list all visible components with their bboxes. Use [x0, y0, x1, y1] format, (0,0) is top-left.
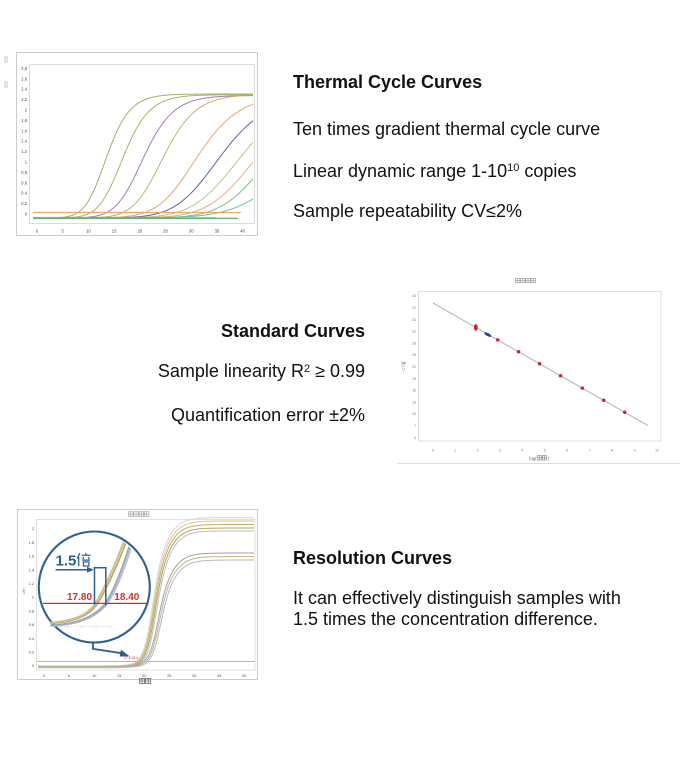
svg-text:25: 25	[412, 353, 416, 357]
svg-text:17.80: 17.80	[67, 592, 92, 603]
svg-text:): )	[548, 456, 550, 461]
svg-text:5: 5	[544, 449, 546, 453]
svg-text:3: 3	[499, 449, 501, 453]
svg-text:0.2: 0.2	[29, 651, 34, 655]
svg-text:0.6: 0.6	[29, 623, 34, 627]
svg-text:35: 35	[215, 229, 220, 234]
svg-text:19: 19	[412, 377, 416, 381]
svg-text:7: 7	[414, 424, 416, 428]
svg-text:20: 20	[142, 674, 146, 678]
svg-text:9: 9	[634, 449, 636, 453]
svg-text:1: 1	[454, 449, 456, 453]
svg-text:1.6: 1.6	[21, 128, 27, 133]
svg-text:13: 13	[412, 400, 416, 404]
svg-text:40: 40	[240, 229, 245, 234]
svg-text:2.8: 2.8	[21, 66, 27, 71]
svg-text:ΔRn: ΔRn	[22, 588, 26, 595]
svg-text:25: 25	[163, 229, 168, 234]
svg-text:10: 10	[86, 229, 91, 234]
svg-text:8: 8	[611, 449, 613, 453]
svg-text:1: 1	[25, 160, 28, 165]
svg-text:0.6: 0.6	[21, 180, 27, 185]
svg-text:6: 6	[566, 449, 568, 453]
svg-text:5: 5	[62, 229, 65, 234]
svg-text:37: 37	[412, 306, 416, 310]
svg-text:0.2: 0.2	[21, 201, 27, 206]
svg-text:30: 30	[192, 674, 196, 678]
svg-text:0: 0	[36, 229, 39, 234]
svg-text:10: 10	[92, 674, 96, 678]
svg-text:0.4: 0.4	[29, 637, 34, 641]
svg-text:35: 35	[217, 674, 221, 678]
svg-text:2.4: 2.4	[21, 87, 27, 92]
svg-text:18.40: 18.40	[114, 592, 139, 603]
svg-text:1.8: 1.8	[29, 541, 34, 545]
svg-text:10: 10	[412, 412, 416, 416]
svg-text:22: 22	[412, 365, 416, 369]
svg-text:20: 20	[137, 229, 142, 234]
svg-text:4: 4	[521, 449, 523, 453]
svg-text:1: 1	[32, 596, 34, 600]
svg-text:34: 34	[412, 318, 416, 322]
svg-text:CT值: CT值	[400, 361, 406, 370]
svg-text:0: 0	[25, 212, 28, 217]
svg-text:0.4: 0.4	[21, 191, 27, 196]
svg-text:1.4: 1.4	[21, 139, 27, 144]
svg-text:40: 40	[412, 294, 416, 298]
svg-text:15: 15	[117, 674, 121, 678]
svg-text:16: 16	[412, 389, 416, 393]
svg-text:1.4: 1.4	[29, 568, 34, 572]
svg-text:30: 30	[189, 229, 194, 234]
svg-text:5: 5	[68, 674, 70, 678]
svg-text:0: 0	[43, 674, 45, 678]
svg-text:25: 25	[167, 674, 171, 678]
svg-text:2.6: 2.6	[21, 76, 27, 81]
svg-text:1.5: 1.5	[56, 553, 77, 570]
svg-text:40: 40	[242, 674, 246, 678]
svg-text:1.6: 1.6	[29, 555, 34, 559]
svg-text:7: 7	[589, 449, 591, 453]
svg-text:10: 10	[655, 449, 659, 453]
svg-text:1.2: 1.2	[29, 582, 34, 586]
svg-text:31: 31	[412, 330, 416, 334]
svg-text:2: 2	[32, 527, 34, 531]
svg-text:1.2: 1.2	[21, 149, 27, 154]
svg-text:2: 2	[25, 108, 28, 113]
svg-text:4: 4	[414, 436, 416, 440]
svg-text:0.8: 0.8	[29, 609, 34, 613]
svg-text:log(: log(	[529, 456, 537, 461]
svg-text:1.8: 1.8	[21, 118, 27, 123]
svg-text:0.8: 0.8	[21, 170, 27, 175]
svg-text:17.8 18.4: 17.8 18.4	[124, 656, 138, 660]
svg-text:28: 28	[412, 341, 416, 345]
svg-text:2: 2	[477, 449, 479, 453]
svg-text:15: 15	[112, 229, 117, 234]
svg-text:2.2: 2.2	[21, 97, 27, 102]
svg-text:0: 0	[432, 449, 434, 453]
svg-text:0: 0	[32, 664, 34, 668]
